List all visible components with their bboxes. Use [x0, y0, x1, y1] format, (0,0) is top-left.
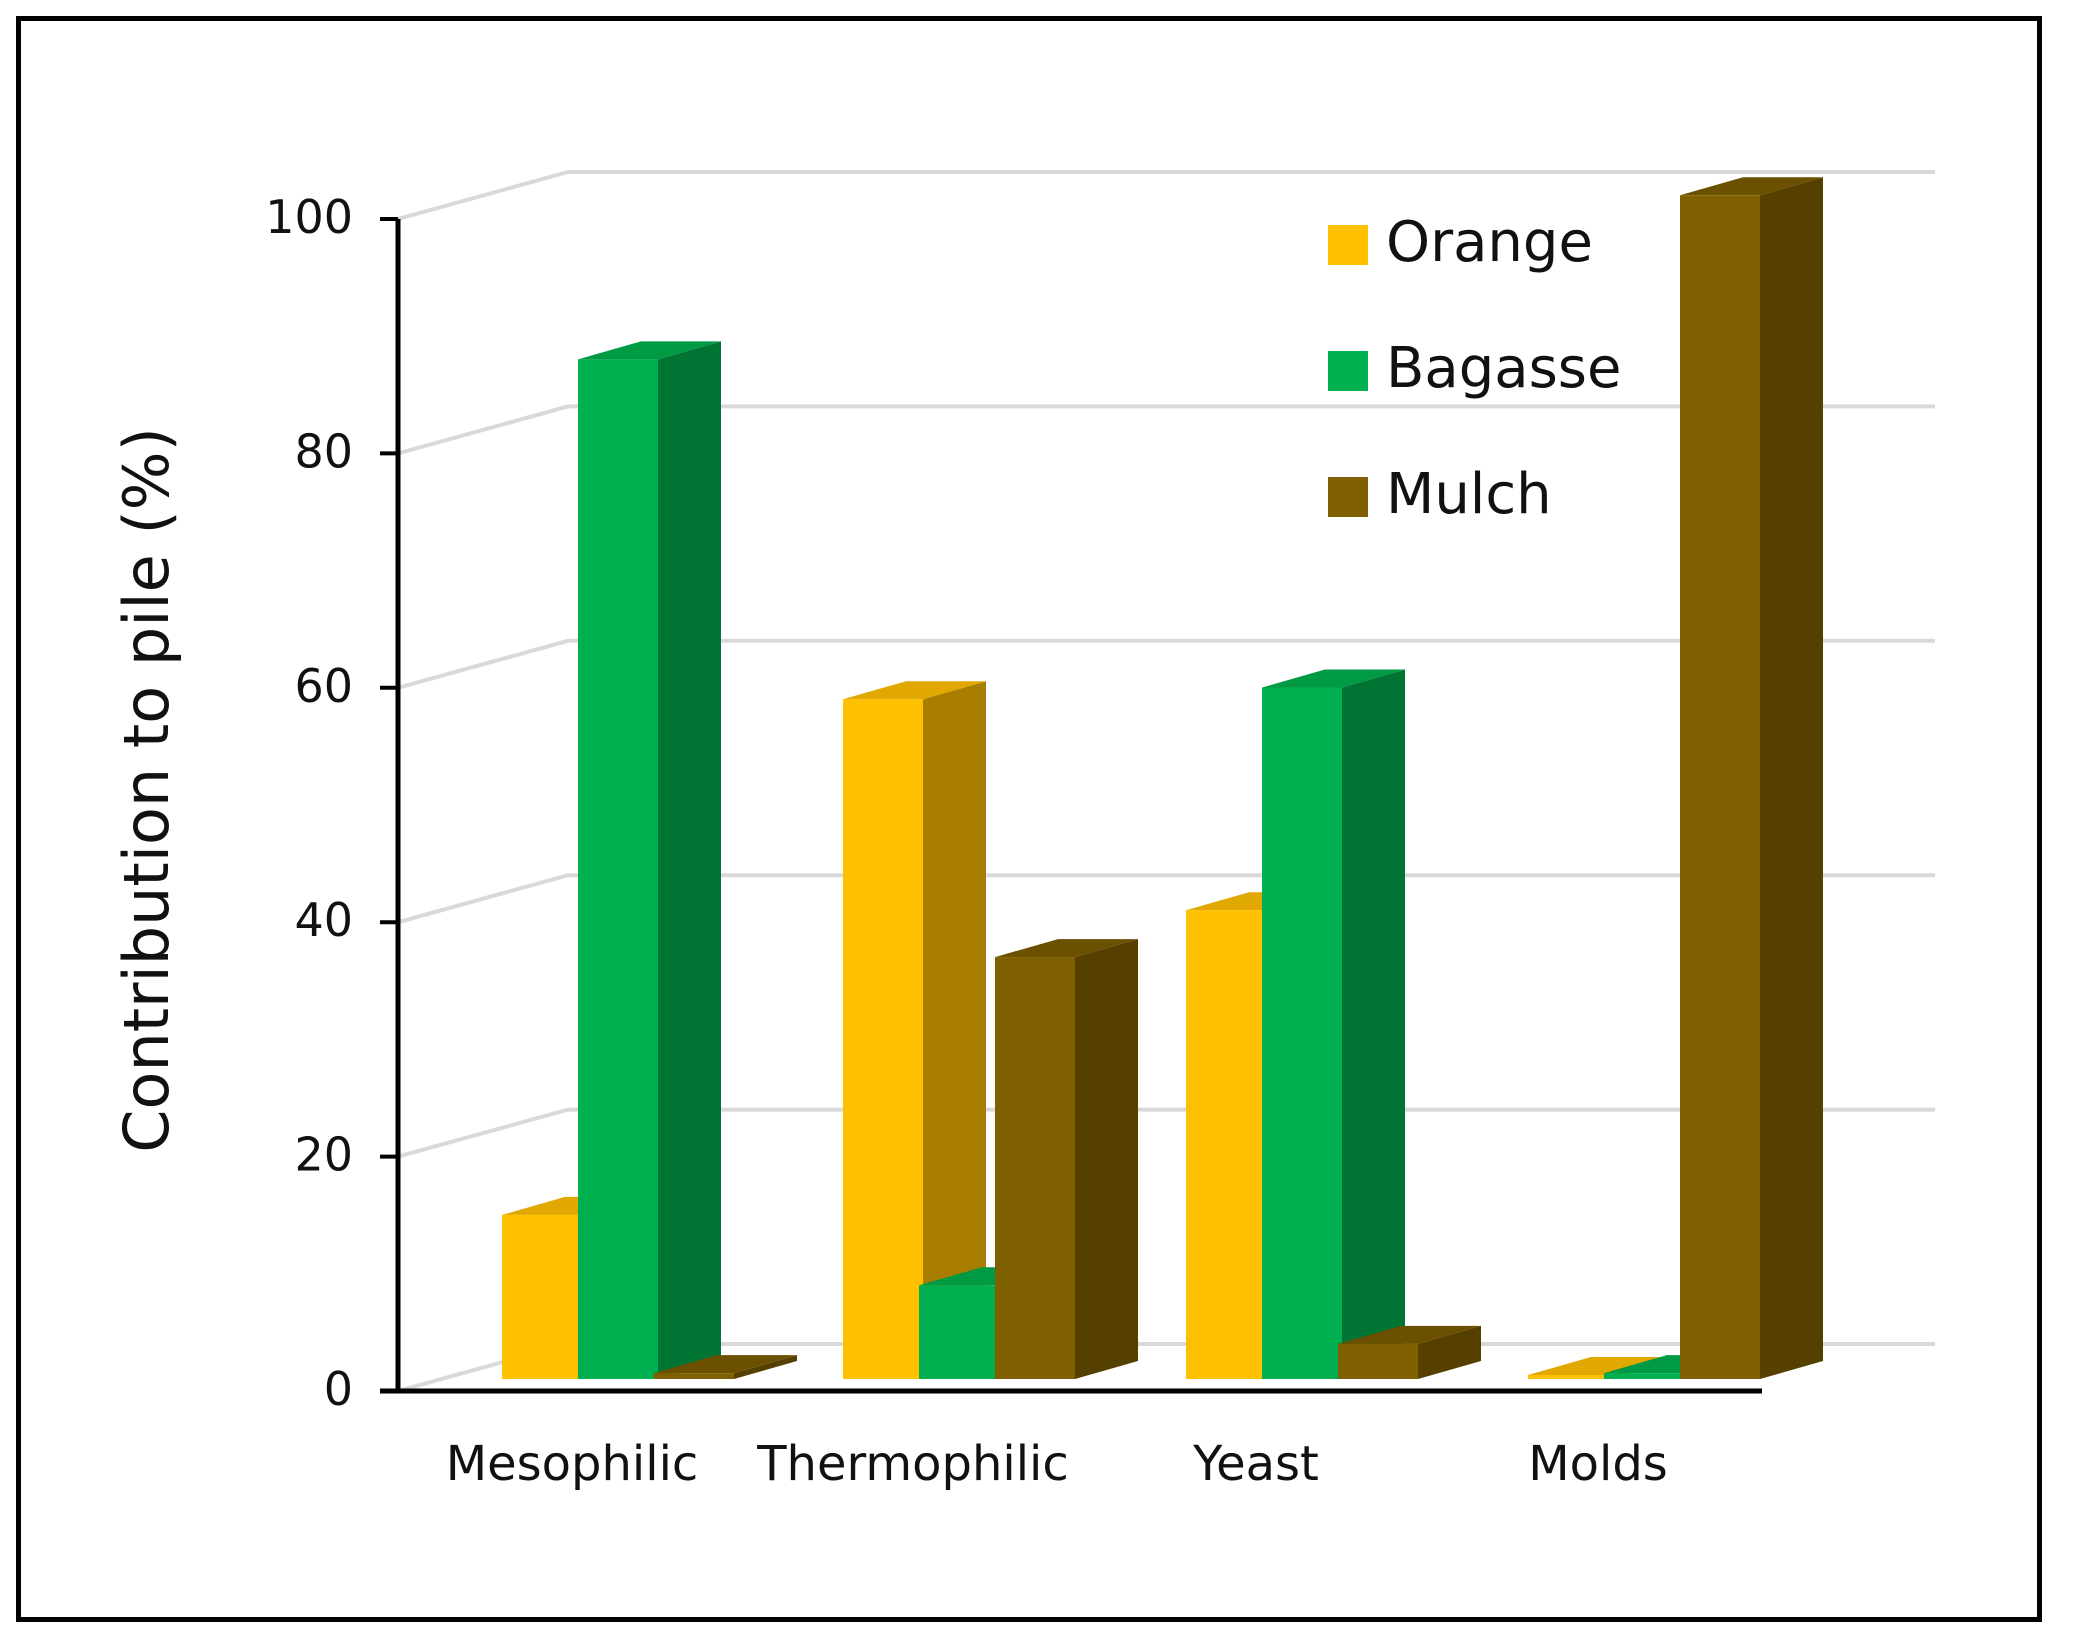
y-tick-label: 40: [294, 893, 353, 947]
gridline: [397, 170, 1935, 221]
bar-side-bagasse: [1342, 669, 1405, 1379]
bar-orange-thermophilic: [843, 699, 923, 1379]
y-tick-label: 100: [265, 190, 353, 244]
y-tick-label: 0: [324, 1362, 353, 1416]
gridline: [397, 873, 1935, 925]
bar-bagasse-mesophilic: [578, 359, 658, 1379]
x-tick-label: Molds: [1528, 1436, 1668, 1492]
legend-swatch-mulch: [1328, 477, 1368, 517]
bar-orange-yeast: [1186, 910, 1266, 1379]
bar-side-mulch: [734, 1355, 797, 1379]
bar-top-orange: [843, 681, 986, 700]
bar-side-orange: [923, 681, 986, 1379]
legend-swatch-orange: [1328, 225, 1368, 265]
x-tick-label: Yeast: [1192, 1436, 1319, 1492]
bar-top-mulch: [1680, 177, 1823, 196]
bar-side-mulch: [1075, 939, 1138, 1379]
bar-top-mulch: [1338, 1325, 1481, 1344]
bar-bagasse-thermophilic: [919, 1285, 999, 1379]
y-tick-label: 20: [294, 1128, 353, 1182]
bar-mulch-mesophilic: [654, 1373, 734, 1379]
bar-bagasse-molds: [1604, 1373, 1684, 1379]
legend: Orange Bagasse Mulch: [1328, 210, 1621, 527]
bar-mulch-molds: [1680, 195, 1760, 1379]
legend-swatch-bagasse: [1328, 351, 1368, 391]
axes: [380, 217, 1762, 1394]
bar-mulch-yeast: [1338, 1343, 1418, 1379]
gridline: [397, 404, 1935, 456]
y-axis-title: Contribution to pile (%): [110, 427, 183, 1153]
gridline: [397, 1107, 1935, 1159]
axis-labels: 0 20 40 60 80 100 Mesophilic Thermophilic Yeast M…: [110, 190, 1668, 1492]
bar-orange-molds: [1528, 1375, 1608, 1379]
bar-bagasse-yeast: [1262, 687, 1342, 1379]
bar-side-mulch: [1418, 1325, 1481, 1379]
x-tick-label: Thermophilic: [756, 1436, 1069, 1492]
bar-side-mulch: [1760, 177, 1823, 1379]
legend-label-mulch: Mulch: [1386, 462, 1552, 527]
x-tick-label: Mesophilic: [446, 1436, 699, 1492]
bars: [502, 177, 1823, 1379]
y-tick-label: 80: [294, 424, 353, 478]
gridline: [397, 638, 1935, 690]
bar-side-bagasse: [658, 341, 721, 1379]
y-tick-label: 60: [294, 659, 353, 713]
bar-mulch-thermophilic: [995, 957, 1075, 1379]
bar-top-orange: [1528, 1357, 1671, 1375]
bar-top-mulch: [995, 939, 1138, 958]
bar-top-bagasse: [1262, 669, 1405, 688]
legend-label-orange: Orange: [1386, 210, 1593, 275]
bar-top-mulch: [654, 1355, 797, 1374]
legend-label-bagasse: Bagasse: [1386, 336, 1621, 401]
bar-orange-mesophilic: [502, 1214, 582, 1379]
bar-top-bagasse: [578, 341, 721, 360]
